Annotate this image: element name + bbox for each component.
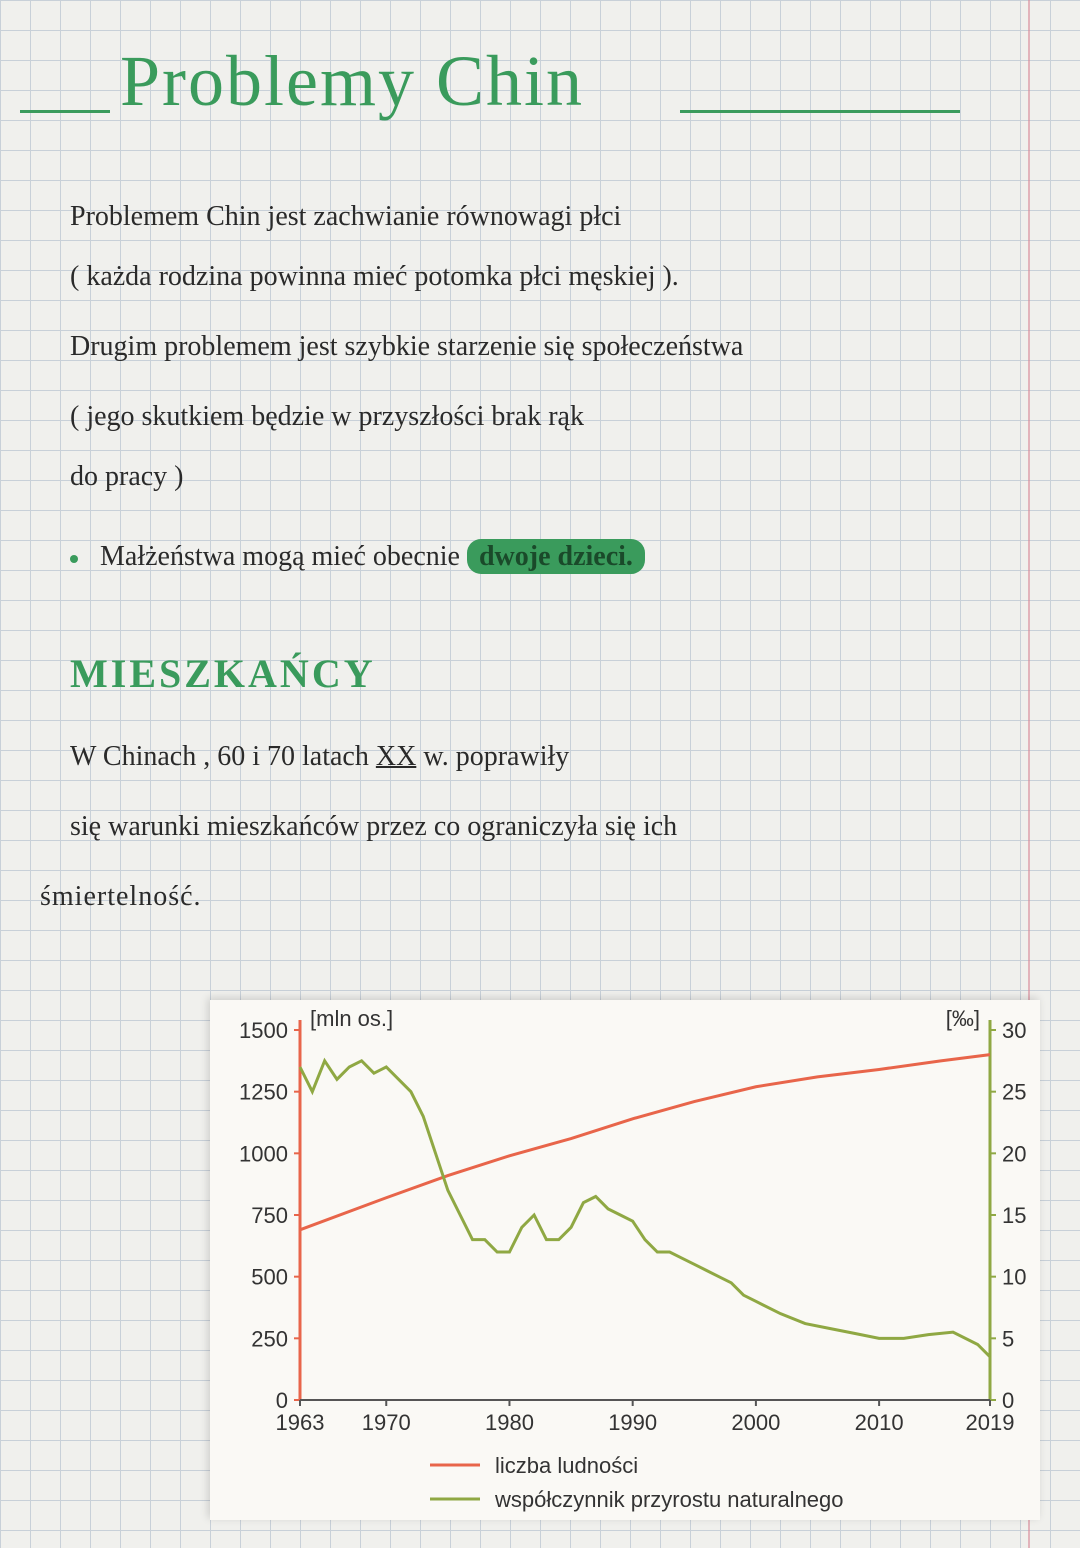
title-rule-right xyxy=(680,110,960,113)
left-tick-label: 1250 xyxy=(239,1080,288,1105)
p3-pre: W Chinach , 60 i 70 latach xyxy=(70,741,376,772)
bullet-pre: Małżeństwa mogą mieć obecnie xyxy=(100,541,467,572)
left-tick-label: 1000 xyxy=(239,1141,288,1166)
bullet-line: Małżeństwa mogą mieć obecnie dwoje dziec… xyxy=(100,540,645,574)
left-tick-label: 750 xyxy=(251,1203,288,1228)
right-tick-label: 30 xyxy=(1002,1018,1026,1043)
x-tick-label: 2019 xyxy=(966,1410,1015,1435)
left-axis-label: [mln os.] xyxy=(310,1006,393,1031)
paragraph-2-line-1: Drugim problemem jest szybkie starzenie … xyxy=(70,330,743,364)
p3-xx: XX xyxy=(376,741,416,772)
paragraph-2-line-3: do pracy ) xyxy=(70,460,184,494)
right-tick-label: 20 xyxy=(1002,1141,1026,1166)
paragraph-2-line-2: ( jego skutkiem będzie w przyszłości bra… xyxy=(70,400,584,434)
paragraph-1-line-2: ( każda rodzina powinna mieć potomka płc… xyxy=(70,260,679,294)
bullet-icon xyxy=(70,555,78,563)
left-tick-label: 500 xyxy=(251,1265,288,1290)
x-tick-label: 2010 xyxy=(855,1410,904,1435)
bullet-highlight: dwoje dzieci. xyxy=(467,539,645,574)
right-tick-label: 15 xyxy=(1002,1203,1026,1228)
p3-post: w. poprawiły xyxy=(416,741,569,772)
chart-svg: [mln os.][‰]0250500750100012501500051015… xyxy=(210,1000,1040,1520)
x-tick-label: 1963 xyxy=(276,1410,325,1435)
title-rule-left xyxy=(20,110,110,113)
notebook-paper: Problemy Chin Problemem Chin jest zachwi… xyxy=(0,0,1080,1548)
left-tick-label: 250 xyxy=(251,1326,288,1351)
chart-container: [mln os.][‰]0250500750100012501500051015… xyxy=(210,1000,1040,1520)
page-title: Problemy Chin xyxy=(120,40,584,123)
paragraph-3-line-2: się warunki mieszkańców przez co ogranic… xyxy=(70,810,677,844)
right-tick-label: 5 xyxy=(1002,1326,1014,1351)
paragraph-1-line-1: Problemem Chin jest zachwianie równowagi… xyxy=(70,200,621,234)
left-tick-label: 1500 xyxy=(239,1018,288,1043)
x-tick-label: 1970 xyxy=(362,1410,411,1435)
right-tick-label: 10 xyxy=(1002,1265,1026,1290)
paragraph-3-line-3: śmiertelność. xyxy=(40,880,202,914)
paragraph-3-line-1: W Chinach , 60 i 70 latach XX w. poprawi… xyxy=(70,740,569,774)
subheading: MIESZKAŃCY xyxy=(70,650,376,697)
x-tick-label: 1980 xyxy=(485,1410,534,1435)
right-axis-label: [‰] xyxy=(946,1006,980,1031)
legend-growth-label: współczynnik przyrostu naturalnego xyxy=(494,1487,844,1512)
x-tick-label: 2000 xyxy=(731,1410,780,1435)
population-line xyxy=(300,1055,990,1230)
legend-pop-label: liczba ludności xyxy=(495,1453,638,1478)
right-tick-label: 25 xyxy=(1002,1080,1026,1105)
x-tick-label: 1990 xyxy=(608,1410,657,1435)
growth-line xyxy=(300,1061,990,1357)
